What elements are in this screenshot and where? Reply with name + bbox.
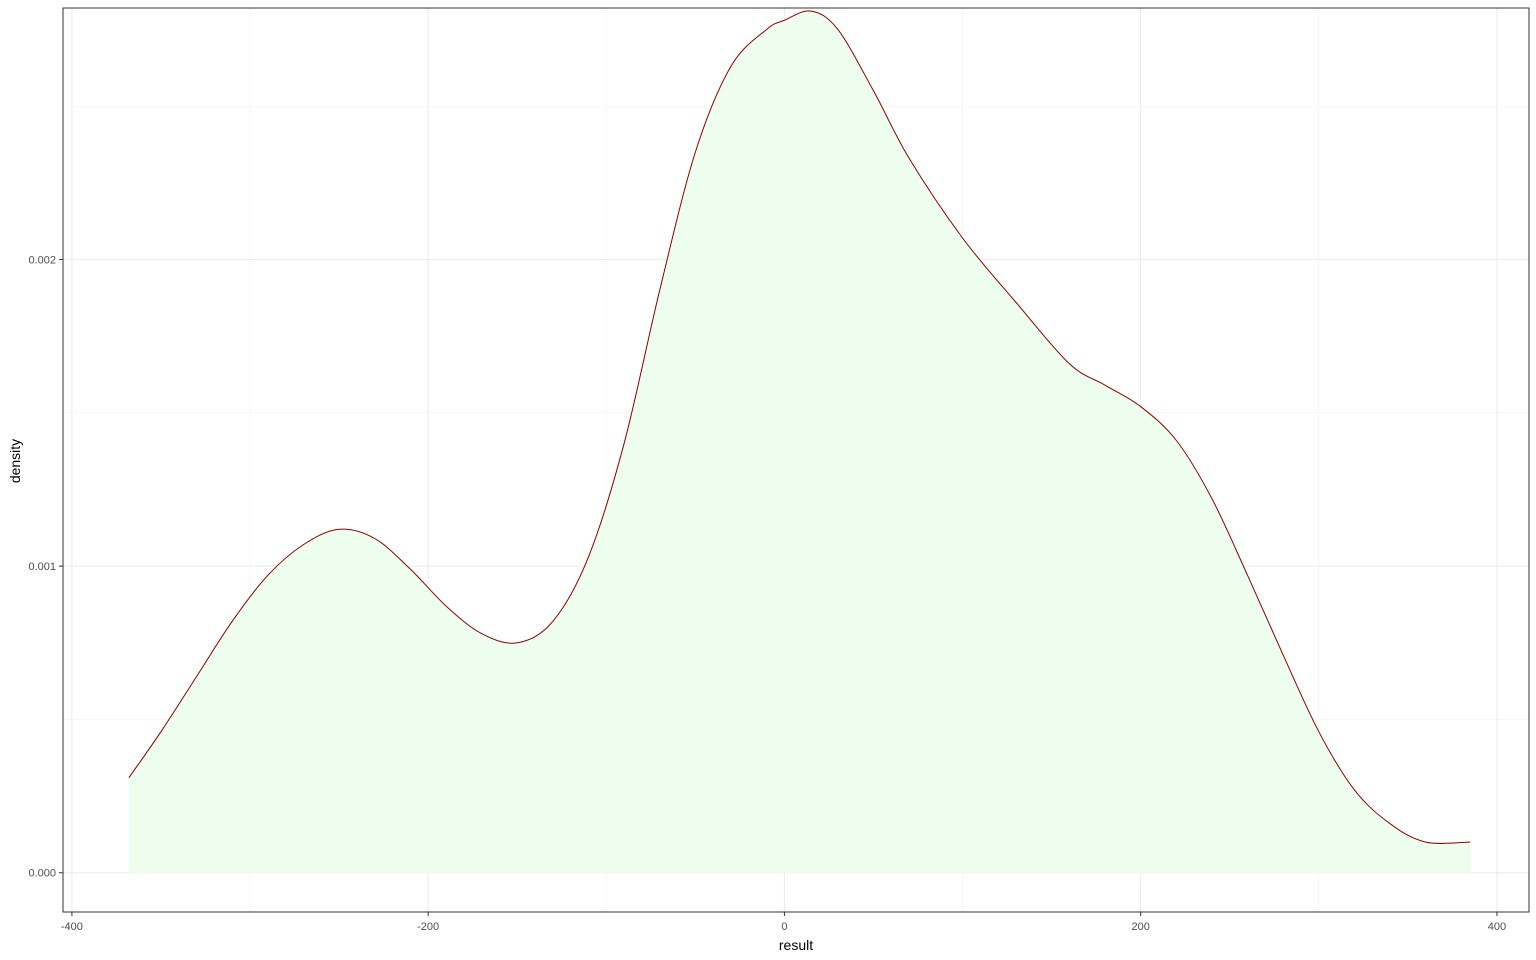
density-area-fill bbox=[128, 10, 1471, 873]
y-tick-label: 0.002 bbox=[28, 254, 56, 266]
x-tick-label: -200 bbox=[417, 921, 439, 933]
x-axis: -400 -200 0 200 400 bbox=[61, 912, 1506, 933]
y-tick-label: 0.001 bbox=[28, 561, 56, 573]
y-axis: 0.000 0.001 0.002 bbox=[28, 254, 63, 880]
x-tick-label: 400 bbox=[1488, 921, 1506, 933]
panel-border bbox=[62, 7, 1530, 913]
density-curve-line bbox=[128, 10, 1471, 844]
x-tick-label: -400 bbox=[61, 921, 83, 933]
x-axis-title: result bbox=[779, 937, 813, 953]
x-tick-label: 200 bbox=[1131, 921, 1149, 933]
y-axis-title: density bbox=[7, 439, 23, 483]
x-tick-label: 0 bbox=[781, 921, 787, 933]
y-tick-label: 0.000 bbox=[28, 868, 56, 880]
